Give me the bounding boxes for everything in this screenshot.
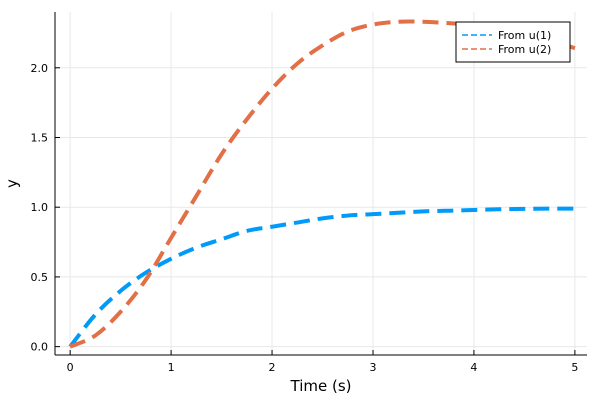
tick-labels: 0 1 2 3 4 5 0.0 0.5 1.0 1.5 2.0 [31, 62, 579, 374]
series-lines [68, 19, 576, 349]
grid [55, 12, 587, 355]
legend-label-1: From u(1) [498, 29, 551, 42]
legend: From u(1)From u(2) [455, 21, 571, 63]
series-line-1 [68, 206, 575, 348]
x-tick-label: 0 [67, 361, 74, 374]
y-tick-label: 2.0 [31, 62, 49, 75]
legend-label-2: From u(2) [498, 43, 551, 56]
x-tick-label: 4 [470, 361, 477, 374]
x-tick-label: 2 [269, 361, 276, 374]
x-axis-label: Time (s) [290, 377, 352, 395]
x-tick-label: 5 [571, 361, 578, 374]
y-tick-label: 0.0 [31, 341, 49, 354]
y-tick-label: 1.0 [31, 201, 49, 214]
y-tick-label: 1.5 [31, 131, 49, 144]
legend-box [455, 21, 571, 63]
y-tick-label: 0.5 [31, 271, 49, 284]
axes [54, 12, 587, 356]
y-axis-label: y [3, 179, 21, 188]
series-line-2 [69, 19, 576, 349]
x-tick-label: 3 [369, 361, 376, 374]
x-tick-label: 1 [168, 361, 175, 374]
